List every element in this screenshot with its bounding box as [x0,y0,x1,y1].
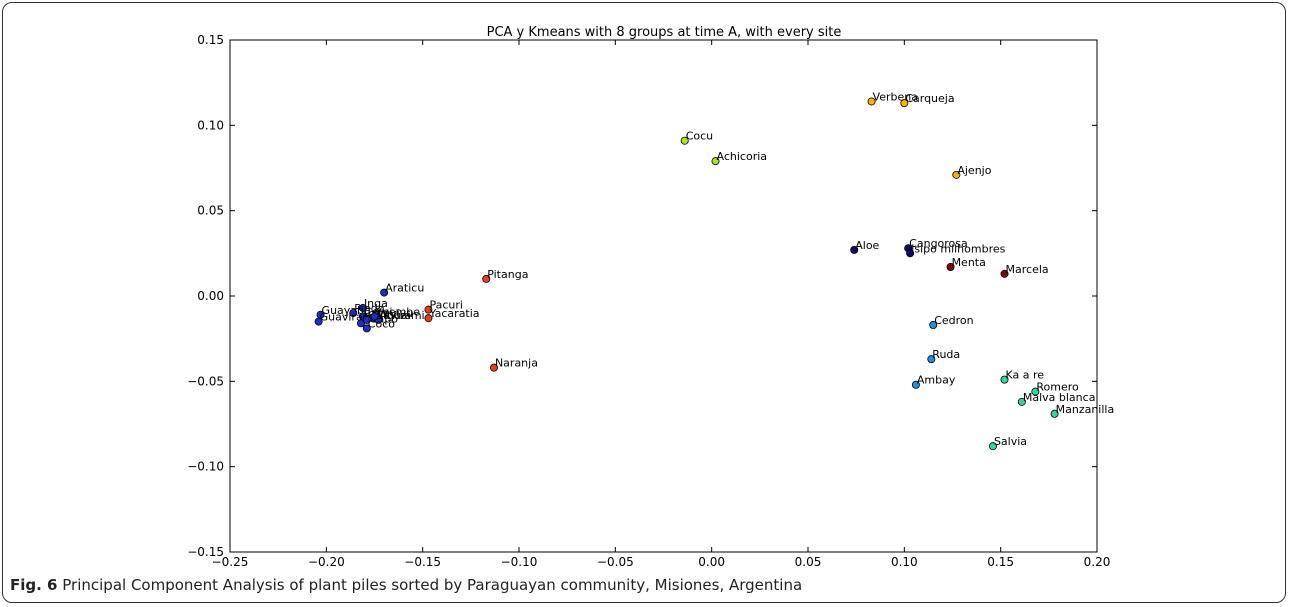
data-point-label: Guavirami [368,309,425,322]
x-tick-label: −0.10 [501,555,538,569]
data-point-label: Isipo milhombres [911,242,1006,255]
y-tick-label: −0.10 [187,460,224,474]
y-tick-label: 0.10 [197,118,224,132]
data-point [850,245,859,254]
data-point-label: Aguai [379,309,410,322]
x-tick-label: 0.20 [1084,555,1111,569]
data-point [906,249,915,258]
data-point [927,355,936,364]
x-tick-label: 0.10 [891,555,918,569]
figure-caption: Fig. 6 Principal Component Analysis of p… [10,576,802,594]
data-point-label: Pindo [354,302,384,315]
data-point-label: Pacuri [429,299,462,312]
x-tick-label: 0.15 [987,555,1014,569]
data-point-label: Romero [1036,381,1079,394]
data-point-label: Menta [952,256,986,269]
data-point-label: Ajenjo [957,164,991,177]
data-point [1050,409,1059,418]
data-point-label: Ruda [932,348,960,361]
data-point [370,312,379,321]
data-point [424,305,433,314]
plot-area [229,39,1098,553]
data-point [1000,269,1009,278]
data-point [358,303,367,312]
data-point-label: Carqueja [905,92,954,105]
data-point-label: Naranja [495,357,538,370]
y-tick-label: −0.05 [187,374,224,388]
data-point [1017,397,1026,406]
caption-text: Principal Component Analysis of plant pi… [62,576,803,594]
data-point-label: Guayaba [322,304,371,317]
data-point [357,319,366,328]
x-tick-label: 0.05 [795,555,822,569]
data-point [349,309,358,318]
y-tick-label: 0.05 [197,204,224,218]
data-point [988,442,997,451]
data-point [482,274,491,283]
data-point-label: Coco [368,317,395,330]
data-point-label: Malva blanca [1023,391,1096,404]
y-tick-label: 0.00 [197,289,224,303]
x-tick-label: −0.25 [212,555,249,569]
data-point [314,317,323,326]
data-point [711,157,720,166]
data-point-label: Yacaratia [428,307,479,320]
data-point [489,363,498,372]
data-point [362,315,371,324]
data-point-label: Inga [364,297,388,310]
data-point [900,99,909,108]
data-point [929,321,938,330]
data-point-label: Salvia [994,435,1027,448]
x-tick-label: −0.15 [404,555,441,569]
data-point-label: Cocu [686,130,713,143]
data-point-label: Ambay [917,374,956,387]
data-point [1031,387,1040,396]
data-point [680,136,689,145]
data-point [946,262,955,271]
caption-label: Fig. 6 [10,576,58,594]
data-point-label: Aloe [855,239,879,252]
data-point [952,170,961,179]
chart-title: PCA y Kmeans with 8 groups at time A, wi… [487,25,842,40]
x-tick-label: −0.20 [308,555,345,569]
data-point-label: Ka a re [1006,369,1045,382]
data-point-label: Cangorosa [909,237,968,250]
data-point-label: Ivaviyu [374,307,414,320]
data-point [380,288,389,297]
data-point-label: Marcela [1006,263,1049,276]
x-tick-label: −0.05 [597,555,634,569]
axis-ticks: −0.25 −0.20 −0.15 −0.10 −0.05 0.00 0.05 0.10 0.1… [187,33,1110,569]
y-tick-label: −0.15 [187,545,224,559]
data-point-label: Achicoria [717,150,768,163]
x-tick-label: 0.00 [698,555,725,569]
data-point [911,380,920,389]
data-point-label: Cedron [934,314,973,327]
data-point [424,314,433,323]
data-point [1000,375,1009,384]
data-point-label: Manzanilla [1056,403,1115,416]
y-tick-label: 0.15 [197,33,224,47]
data-point [867,97,876,106]
data-point-label: Yvembe [375,305,421,318]
data-point-label: Pitanga [487,268,528,281]
data-point-label: Araticu [385,282,424,295]
data-point [362,324,371,333]
